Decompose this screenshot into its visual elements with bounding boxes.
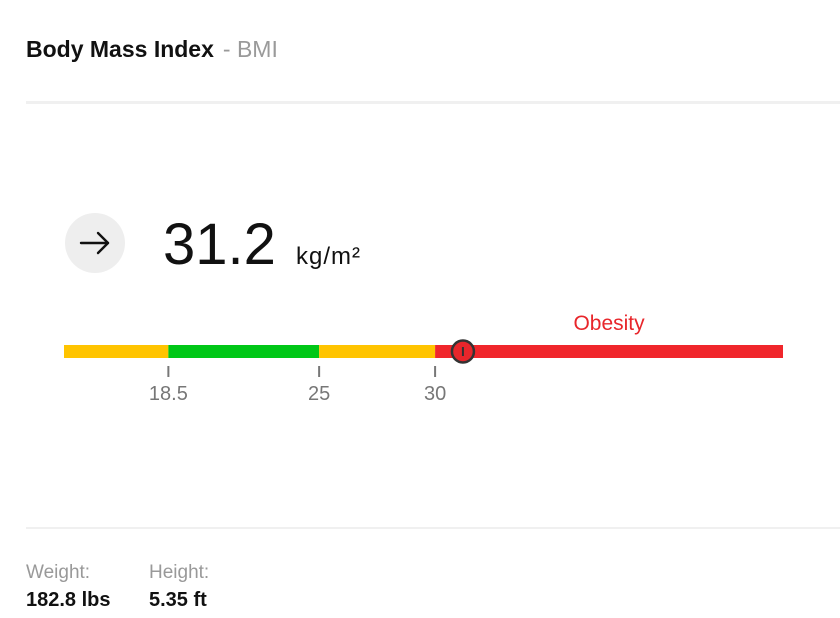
- bmi-unit: kg/m²: [296, 243, 361, 270]
- title-sub: - BMI: [223, 36, 278, 62]
- arrow-icon: [79, 231, 110, 255]
- detail-label: Weight:: [26, 562, 90, 583]
- separator: [26, 527, 840, 529]
- gauge: Obesity 18.5 25 30: [64, 312, 783, 405]
- detail-value: 5.35 ft: [149, 589, 207, 611]
- title: Body Mass Index - BMI: [26, 36, 278, 62]
- tick-label: 30: [424, 383, 446, 405]
- gauge-band: [168, 345, 320, 358]
- bmi-value: 31.2: [163, 212, 276, 277]
- category-label: Obesity: [573, 312, 645, 335]
- detail-label: Height:: [149, 562, 209, 583]
- gauge-band: [64, 345, 169, 358]
- tick-label: 18.5: [149, 383, 188, 405]
- details: Weight: 182.8 lbs Height: 5.35 ft: [26, 562, 209, 611]
- gauge-band: [319, 345, 436, 358]
- separator: [26, 101, 840, 104]
- gauge-band: [435, 345, 783, 358]
- tick-label: 25: [308, 383, 330, 405]
- detail-value: 182.8 lbs: [26, 589, 111, 611]
- title-main: Body Mass Index: [26, 36, 214, 62]
